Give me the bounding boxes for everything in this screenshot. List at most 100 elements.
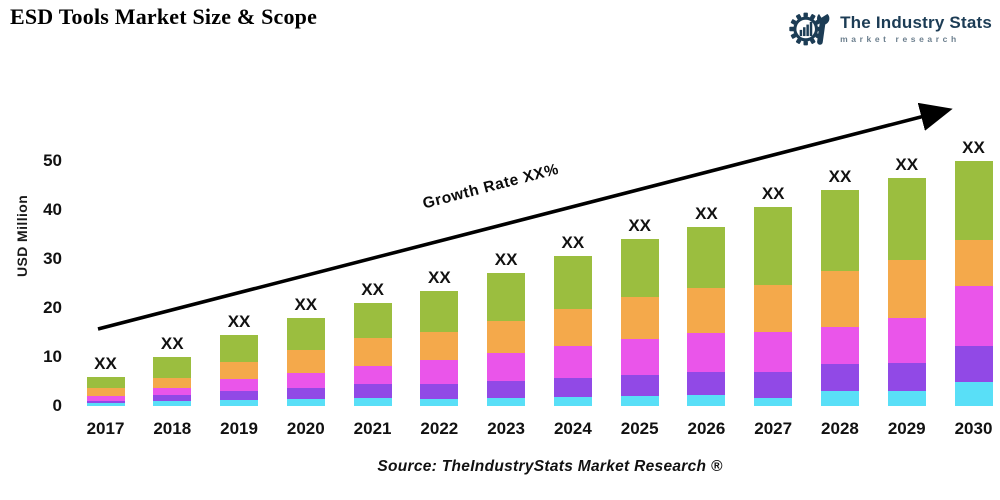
- bar-segment-5-green: [220, 334, 259, 362]
- bar-segment-5-green: [620, 239, 659, 298]
- bar-segment-5-green: [86, 376, 125, 389]
- x-axis-label: 2018: [153, 419, 192, 438]
- bar-segment-5-green: [153, 356, 192, 378]
- bar-value-label: XX: [761, 184, 785, 204]
- bar-segment-2-purple: [820, 364, 859, 392]
- bar-segment-3-magenta: [887, 317, 926, 363]
- page-title: ESD Tools Market Size & Scope: [10, 4, 318, 29]
- x-axis-label: 2029: [887, 419, 926, 438]
- stacked-bar-2020: [286, 317, 325, 406]
- bar-segment-5-green: [353, 302, 392, 339]
- bar-segment-4-orange: [487, 320, 526, 353]
- bar-value-label: XX: [428, 267, 451, 287]
- y-axis-tick: 50: [43, 150, 62, 170]
- bar-segment-2-purple: [353, 384, 392, 398]
- stacked-bar-2018: [153, 356, 192, 406]
- bar-value-label: XX: [294, 294, 318, 314]
- stacked-bar-2019: [220, 334, 259, 406]
- bar-value-label: XX: [94, 353, 117, 373]
- bar-segment-3-magenta: [420, 359, 459, 385]
- bar-segment-3-magenta: [553, 346, 592, 379]
- y-axis-tick: 10: [43, 346, 62, 366]
- bar-segment-4-orange: [687, 288, 726, 334]
- bar-segment-1-cyan: [553, 396, 592, 406]
- x-axis-label: 2030: [954, 419, 993, 438]
- stacked-bar-2025: [620, 239, 659, 406]
- bar-segment-2-purple: [553, 378, 592, 397]
- bar-segment-1-cyan: [86, 403, 125, 406]
- x-axis-label: 2022: [420, 419, 459, 438]
- bar-segment-1-cyan: [353, 397, 392, 406]
- bar-segment-5-green: [286, 317, 325, 351]
- stacked-bar-2026: [687, 226, 726, 406]
- bar-segment-2-purple: [887, 362, 926, 392]
- bar-segment-2-purple: [754, 371, 793, 399]
- y-axis-tick: 30: [43, 248, 62, 268]
- bar-segment-4-orange: [420, 332, 459, 360]
- bar-segment-4-orange: [220, 361, 259, 380]
- bar-value-label: XX: [361, 279, 384, 299]
- bar-segment-4-orange: [754, 285, 793, 333]
- x-axis-label: 2028: [821, 419, 859, 438]
- x-axis-label: 2023: [487, 419, 526, 438]
- y-axis-tick: 20: [43, 297, 62, 317]
- bar-segment-2-purple: [954, 345, 993, 383]
- bar-value-label: XX: [895, 154, 919, 174]
- bar-value-label: XX: [962, 137, 985, 157]
- x-axis-label: 2020: [286, 419, 325, 438]
- x-axis-label: 2017: [86, 419, 125, 438]
- bar-segment-4-orange: [153, 377, 192, 389]
- bar-segment-2-purple: [487, 380, 526, 398]
- bar-segment-2-purple: [220, 391, 259, 401]
- brand-name: The Industry Stats: [840, 13, 992, 33]
- bar-value-label: XX: [160, 333, 184, 353]
- bar-segment-1-cyan: [887, 391, 926, 406]
- bar-value-label: XX: [494, 250, 518, 270]
- growth-rate-annotation: Growth Rate XX%: [421, 160, 561, 213]
- bar-segment-3-magenta: [153, 388, 192, 396]
- bar-segment-5-green: [887, 177, 926, 260]
- bar-segment-4-orange: [553, 308, 592, 347]
- y-axis-tick: 0: [52, 396, 62, 415]
- bar-segment-1-cyan: [954, 382, 993, 406]
- bar-segment-4-orange: [887, 259, 926, 318]
- y-axis-tick: 40: [43, 199, 62, 219]
- bar-segment-5-green: [687, 226, 726, 289]
- x-axis-label: 2025: [620, 419, 659, 438]
- bar-value-label: XX: [695, 203, 718, 223]
- stacked-bar-2017: [86, 376, 125, 406]
- source-note: Source: TheIndustryStats Market Research…: [377, 458, 723, 475]
- bar-segment-4-orange: [86, 388, 125, 396]
- bar-segment-1-cyan: [420, 398, 459, 406]
- stacked-bar-2029: [887, 177, 926, 406]
- bar-segment-2-purple: [420, 384, 459, 399]
- x-axis-label: 2021: [353, 419, 392, 438]
- brand-tagline: market research: [840, 34, 960, 45]
- bar-segment-1-cyan: [687, 394, 726, 406]
- bar-segment-3-magenta: [754, 332, 793, 372]
- bar-segment-1-cyan: [153, 401, 192, 406]
- bar-segment-5-green: [553, 256, 592, 309]
- bar-segment-3-magenta: [954, 285, 993, 346]
- bar-segment-4-orange: [286, 350, 325, 373]
- brand-logo: The Industry Stats market research: [788, 8, 992, 50]
- bar-segment-2-purple: [286, 388, 325, 400]
- x-axis-label: 2019: [220, 419, 258, 438]
- stacked-bar-2028: [820, 190, 859, 406]
- bar-segment-1-cyan: [620, 395, 659, 406]
- bar-segment-3-magenta: [820, 326, 859, 365]
- bar-segment-2-purple: [620, 374, 659, 396]
- x-axis-label: 2024: [553, 419, 592, 438]
- bar-segment-5-green: [754, 207, 793, 286]
- bar-segment-1-cyan: [220, 400, 259, 406]
- bar-segment-2-purple: [153, 395, 192, 402]
- bar-segment-2-purple: [86, 400, 125, 404]
- bar-value-label: XX: [227, 311, 251, 331]
- bar-segment-5-green: [420, 290, 459, 333]
- bar-segment-4-orange: [954, 239, 993, 286]
- bar-segment-3-magenta: [86, 395, 125, 401]
- stacked-bar-2021: [353, 302, 392, 406]
- bar-segment-3-magenta: [687, 333, 726, 372]
- bar-segment-2-purple: [687, 371, 726, 395]
